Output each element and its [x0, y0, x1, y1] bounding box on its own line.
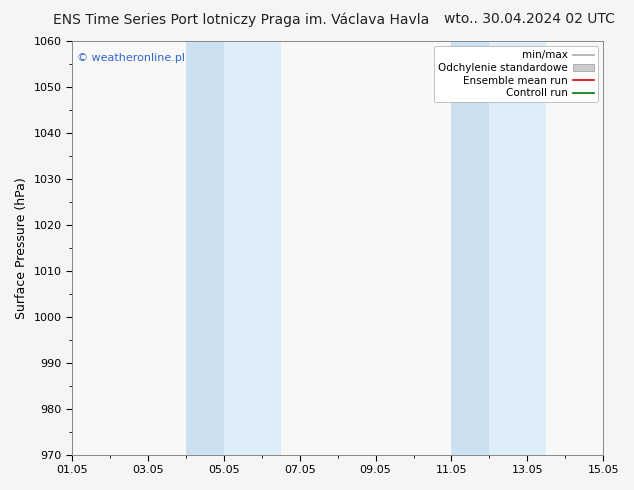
- Bar: [489, 41, 547, 455]
- Bar: [451, 41, 489, 455]
- Text: © weatheronline.pl: © weatheronline.pl: [77, 53, 185, 64]
- Y-axis label: Surface Pressure (hPa): Surface Pressure (hPa): [15, 177, 28, 318]
- Legend: min/max, Odchylenie standardowe, Ensemble mean run, Controll run: min/max, Odchylenie standardowe, Ensembl…: [434, 46, 598, 102]
- Bar: [186, 41, 224, 455]
- Text: wto.. 30.04.2024 02 UTC: wto.. 30.04.2024 02 UTC: [444, 12, 615, 26]
- Bar: [224, 41, 281, 455]
- Text: ENS Time Series Port lotniczy Praga im. Václava Havla: ENS Time Series Port lotniczy Praga im. …: [53, 12, 429, 27]
